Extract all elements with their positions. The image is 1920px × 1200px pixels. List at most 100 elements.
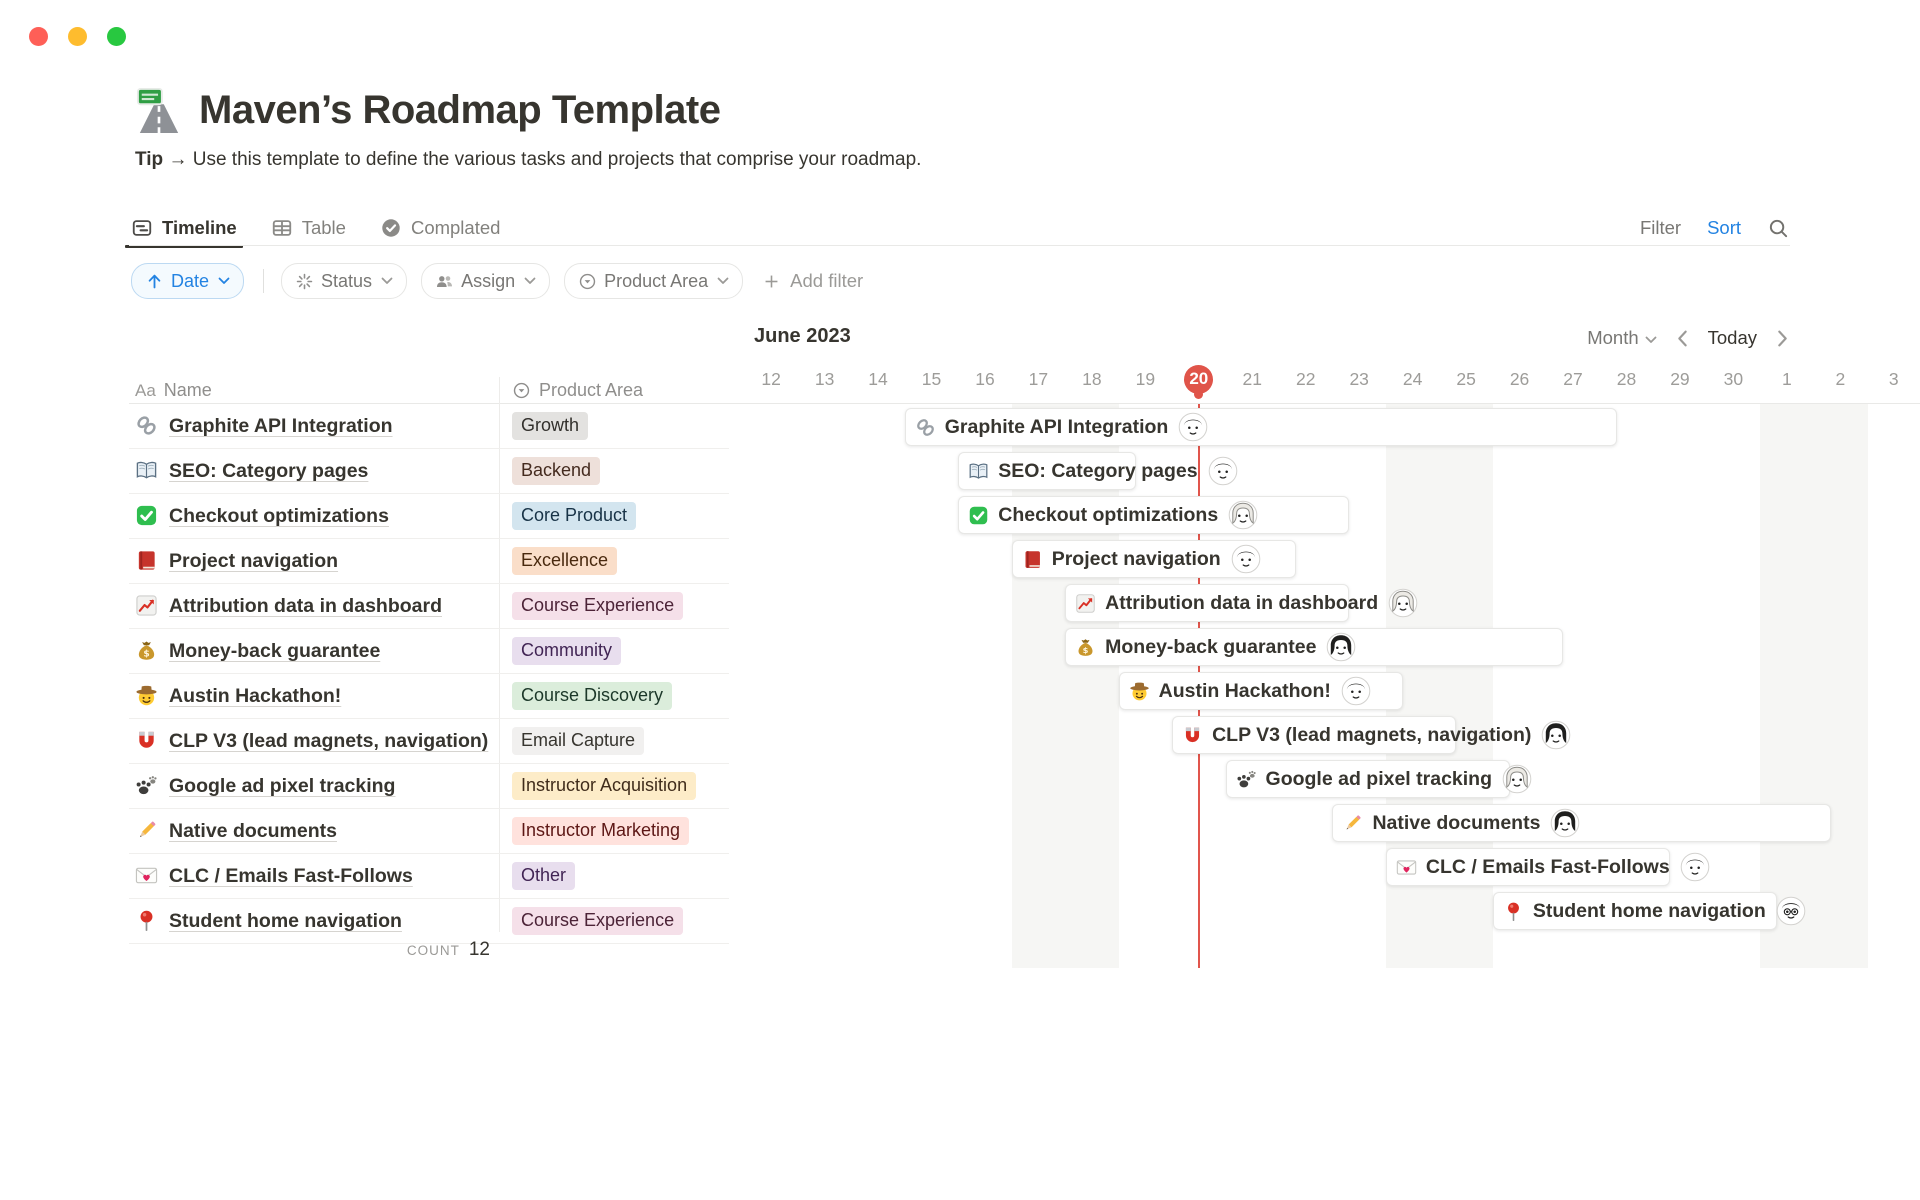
day-label: 19 xyxy=(1135,368,1156,389)
row-name[interactable]: Student home navigation xyxy=(169,910,402,932)
row-name[interactable]: Money-back guarantee xyxy=(169,640,381,662)
column-header-name[interactable]: Aa Name xyxy=(135,377,212,404)
check-emoji xyxy=(968,505,989,526)
row-name[interactable]: Google ad pixel tracking xyxy=(169,775,396,797)
sort-button[interactable]: Sort xyxy=(1707,217,1741,238)
timeline-bar[interactable]: $ Money-back guarantee xyxy=(1065,628,1564,666)
timeline-bar[interactable]: Checkout optimizations xyxy=(958,496,1350,534)
timeline-bar[interactable]: SEO: Category pages xyxy=(958,452,1237,490)
filter-chip-status[interactable]: Status xyxy=(281,263,408,299)
day-label: 30 xyxy=(1723,368,1744,389)
row-product-area-cell[interactable]: Community xyxy=(512,637,622,665)
table-row[interactable]: Student home navigation Course Experienc… xyxy=(129,899,729,944)
product-area-badge: Instructor Acquisition xyxy=(512,772,697,800)
love-letter-emoji xyxy=(135,864,158,887)
day-label: 18 xyxy=(1082,368,1102,389)
row-product-area-cell[interactable]: Course Experience xyxy=(512,907,684,935)
row-product-area-cell[interactable]: Backend xyxy=(512,457,601,485)
add-filter-label: Add filter xyxy=(790,270,864,291)
row-product-area-cell[interactable]: Instructor Acquisition xyxy=(512,772,697,800)
timeline-bar[interactable]: Google ad pixel tracking xyxy=(1225,760,1532,798)
previous-period-button[interactable] xyxy=(1675,330,1690,347)
day-label: 27 xyxy=(1563,368,1583,389)
timeline-bar[interactable]: Student home navigation xyxy=(1492,892,1806,930)
tip-label: Tip xyxy=(135,149,164,170)
timeline-bar[interactable]: CLC / Emails Fast-Follows xyxy=(1385,848,1710,886)
timeline-bar[interactable]: Austin Hackathon! xyxy=(1118,672,1403,710)
filter-chip-product-area[interactable]: Product Area xyxy=(564,263,744,299)
table-row[interactable]: Austin Hackathon! Course Discovery xyxy=(129,674,729,719)
row-name[interactable]: Project navigation xyxy=(169,550,339,572)
minimize-window-button[interactable] xyxy=(68,27,87,46)
timeline-bar[interactable]: CLP V3 (lead magnets, navigation) xyxy=(1172,716,1571,754)
day-label: 15 xyxy=(921,368,942,389)
table-row[interactable]: CLP V3 (lead magnets, navigation) Email … xyxy=(129,719,729,764)
page-title: Maven’s Roadmap Template xyxy=(199,87,721,132)
next-period-button[interactable] xyxy=(1775,330,1790,347)
view-tab-timeline[interactable]: Timeline xyxy=(125,210,243,248)
close-window-button[interactable] xyxy=(29,27,48,46)
chart-up-emoji xyxy=(135,594,158,617)
row-name[interactable]: CLC / Emails Fast-Follows xyxy=(169,865,413,887)
cowboy-emoji xyxy=(1129,681,1150,702)
day-label: 26 xyxy=(1509,368,1530,389)
day-label: 28 xyxy=(1616,368,1637,389)
count-aggregate[interactable]: COUNT 12 xyxy=(129,939,490,961)
table-row[interactable]: Native documents Instructor Marketing xyxy=(129,809,729,854)
filter-chip-assign[interactable]: Assign xyxy=(421,263,551,299)
table-row[interactable]: Checkout optimizations Core Product xyxy=(129,494,729,539)
view-tabs-bar: Timeline Table Complated Filter Sort xyxy=(125,210,1790,248)
row-product-area-cell[interactable]: Course Discovery xyxy=(512,682,673,710)
timeline-bar[interactable]: Attribution data in dashboard xyxy=(1065,584,1418,622)
search-icon[interactable] xyxy=(1767,217,1790,240)
row-product-area-cell[interactable]: Growth xyxy=(512,412,589,440)
bar-label: SEO: Category pages xyxy=(998,459,1198,482)
table-row[interactable]: Project navigation Excellence xyxy=(129,539,729,584)
date-sort-chip[interactable]: Date xyxy=(131,263,245,299)
row-product-area-cell[interactable]: Core Product xyxy=(512,502,637,530)
row-name[interactable]: Graphite API Integration xyxy=(169,415,393,437)
row-name[interactable]: CLP V3 (lead magnets, navigation) xyxy=(169,730,489,752)
row-product-area-cell[interactable]: Instructor Marketing xyxy=(512,817,690,845)
filter-button[interactable]: Filter xyxy=(1639,217,1682,238)
view-tab-complated[interactable]: Complated xyxy=(378,210,502,246)
table-row[interactable]: Graphite API Integration Growth xyxy=(129,404,729,449)
day-label: 17 xyxy=(1028,368,1049,389)
row-product-area-cell[interactable]: Course Experience xyxy=(512,592,684,620)
timeline-bar[interactable]: Graphite API Integration xyxy=(904,408,1617,446)
today-button[interactable]: Today xyxy=(1707,327,1757,348)
timeline-bar[interactable]: Native documents xyxy=(1332,804,1831,842)
table-row[interactable]: Attribution data in dashboard Course Exp… xyxy=(129,584,729,629)
day-label: 23 xyxy=(1349,368,1369,389)
motorway-emoji-icon[interactable] xyxy=(135,86,183,134)
row-name[interactable]: Austin Hackathon! xyxy=(169,685,342,707)
add-filter-button[interactable]: Add filter xyxy=(762,270,863,292)
table-row[interactable]: SEO: Category pages Backend xyxy=(129,449,729,494)
bar-label: Graphite API Integration xyxy=(944,415,1169,438)
table-row[interactable]: $ Money-back guarantee Community xyxy=(129,629,729,674)
man-avatar xyxy=(1178,412,1208,442)
table-row[interactable]: CLC / Emails Fast-Follows Other xyxy=(129,854,729,899)
timeline-zoom-select[interactable]: Month xyxy=(1587,327,1657,349)
row-name[interactable]: Attribution data in dashboard xyxy=(169,595,442,617)
man-avatar xyxy=(1231,544,1261,574)
column-header-product-area[interactable]: Product Area xyxy=(512,377,643,404)
row-product-area-cell[interactable]: Other xyxy=(512,862,576,890)
row-name[interactable]: SEO: Category pages xyxy=(169,460,369,482)
weekend-band xyxy=(1760,404,1815,968)
product-area-badge: Excellence xyxy=(512,547,618,575)
chevron-down-icon xyxy=(1645,327,1657,349)
table-row[interactable]: Google ad pixel tracking Instructor Acqu… xyxy=(129,764,729,809)
view-tab-table[interactable]: Table xyxy=(269,210,348,246)
bar-label: Attribution data in dashboard xyxy=(1105,591,1379,614)
row-product-area-cell[interactable]: Excellence xyxy=(512,547,618,575)
woman-dark-avatar xyxy=(1541,720,1571,750)
zoom-window-button[interactable] xyxy=(107,27,126,46)
day-label: 1 xyxy=(1781,368,1792,389)
timeline-date-header: 12 13 14 15 16 17 18 19 20 21 22 23 24 25 26 27 28 29 30 1 2… xyxy=(729,362,1920,396)
table-view-icon xyxy=(271,217,293,239)
row-name[interactable]: Native documents xyxy=(169,820,337,842)
row-name[interactable]: Checkout optimizations xyxy=(169,505,389,527)
timeline-bar[interactable]: Project navigation xyxy=(1011,540,1296,578)
row-product-area-cell[interactable]: Email Capture xyxy=(512,727,645,755)
